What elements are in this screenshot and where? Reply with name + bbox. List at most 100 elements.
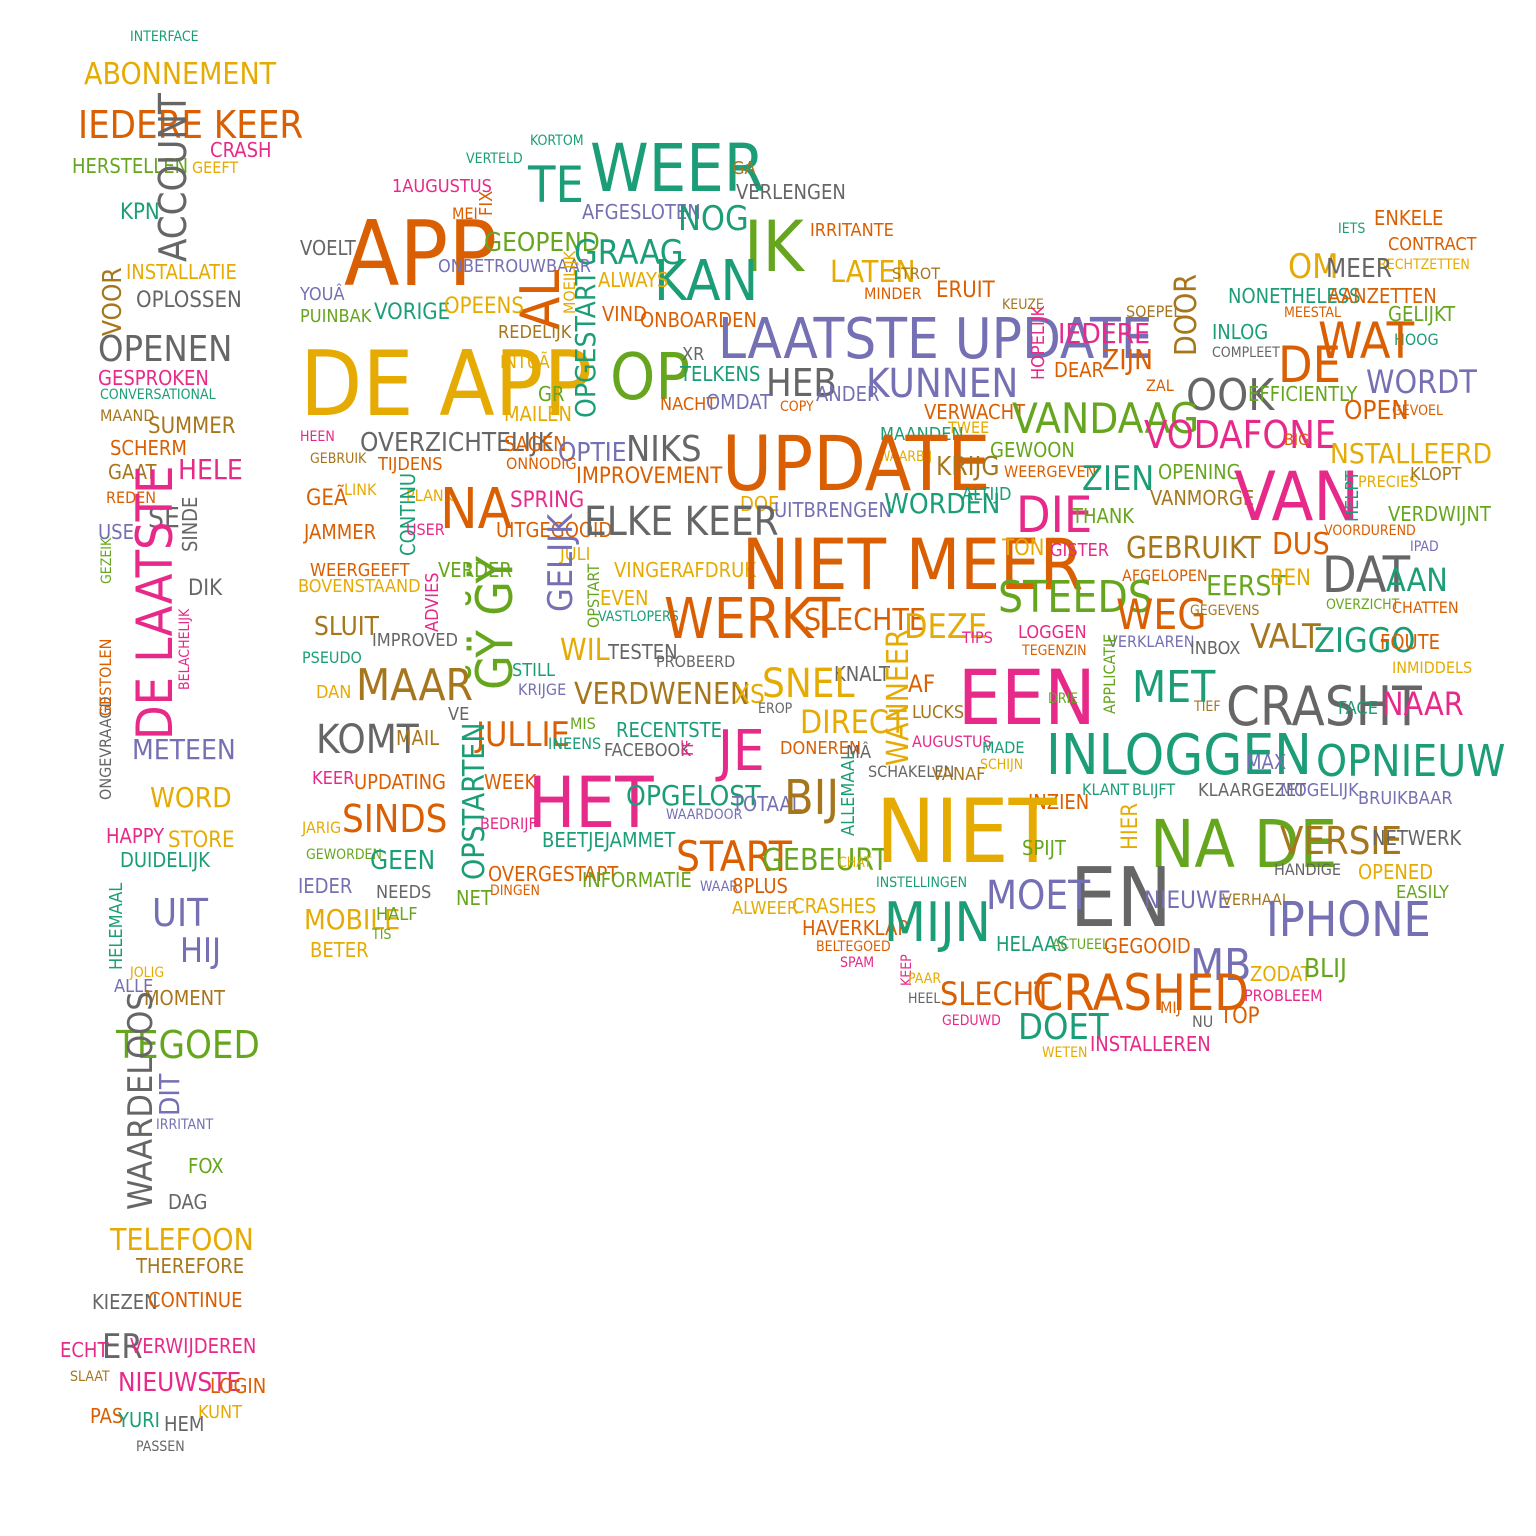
cloud-word: KORTOM <box>530 133 584 149</box>
cloud-word: MB <box>1190 940 1252 991</box>
cloud-word: LINK <box>344 480 377 499</box>
cloud-word: MÂ <box>846 742 872 763</box>
cloud-word: TIEF <box>1194 699 1221 715</box>
cloud-word: EN <box>1070 851 1172 946</box>
cloud-word: FACE <box>1338 698 1378 719</box>
cloud-word: MEESTAL <box>1284 305 1342 321</box>
cloud-word: HELPT <box>1342 470 1363 522</box>
cloud-word: USER <box>406 520 445 539</box>
cloud-word: VOORDUREND <box>1324 523 1416 539</box>
cloud-word: EEN <box>958 653 1096 742</box>
cloud-word: ONNODIG <box>506 454 577 473</box>
cloud-word: HELAAS <box>996 932 1068 956</box>
cloud-word: NIET MEER <box>742 524 1084 606</box>
cloud-word: SE <box>148 501 180 534</box>
cloud-word: ACTUEEL <box>1052 937 1110 953</box>
cloud-word: MIS <box>570 714 596 733</box>
cloud-word: MAAR <box>356 660 474 711</box>
cloud-word: XR <box>682 344 705 365</box>
cloud-word: DIT <box>153 1073 186 1116</box>
cloud-word: IEDER <box>298 874 353 898</box>
cloud-word: WEEK <box>484 770 537 794</box>
cloud-word: KOMT <box>316 717 419 763</box>
cloud-word: IEDERE <box>1058 317 1151 350</box>
cloud-word: WAARDOOR <box>666 807 743 823</box>
cloud-word: AUGUSTUS <box>912 732 992 751</box>
cloud-word: HEM <box>164 1412 205 1436</box>
cloud-word: TWEE <box>948 418 990 437</box>
cloud-word: WETEN <box>1042 1045 1088 1061</box>
cloud-word: DINGEN <box>490 883 540 899</box>
cloud-word: VOOR <box>98 267 128 336</box>
cloud-word: ZAL <box>1146 376 1174 395</box>
cloud-word: SPRING <box>510 488 585 513</box>
cloud-word: AF <box>908 670 936 698</box>
cloud-word: BIJ <box>784 770 840 826</box>
cloud-word: INBOX <box>1190 638 1241 659</box>
cloud-word: HALF <box>376 904 418 925</box>
cloud-word: SLECHT <box>940 975 1052 1013</box>
cloud-word: KLANT <box>1082 780 1130 799</box>
cloud-word: GEVOEL <box>1392 403 1443 419</box>
cloud-word: UPDATE <box>722 419 991 508</box>
cloud-word: HIJ <box>180 931 222 971</box>
cloud-word: LOGGEN <box>1018 622 1087 643</box>
cloud-word: CONTINU <box>396 472 420 556</box>
cloud-word: YOUÂ <box>300 284 345 305</box>
cloud-word: GEGEVENS <box>1190 603 1260 619</box>
cloud-word: CONVERSATIONAL <box>100 387 216 403</box>
cloud-word: MAANDEN <box>880 424 964 445</box>
cloud-word: CONTINUE <box>148 1288 243 1312</box>
cloud-word: HOPELIJK <box>1028 305 1049 380</box>
cloud-word: DIK <box>188 576 223 601</box>
cloud-word: WAAR <box>700 879 739 895</box>
cloud-word: SLECHTE <box>804 603 926 638</box>
cloud-word: GELIJKT <box>1388 302 1456 326</box>
cloud-word: ACCOUNT <box>151 93 195 262</box>
cloud-word: JE <box>718 719 765 784</box>
cloud-word: BIG <box>1284 430 1310 449</box>
cloud-word: ENKELE <box>1374 206 1444 230</box>
cloud-word: EFFICIENTLY <box>1248 382 1358 406</box>
cloud-word: FACEBOOK <box>604 740 691 761</box>
cloud-word: GEZEIK <box>99 537 115 584</box>
cloud-word: WERKT <box>664 587 841 652</box>
cloud-word: XS <box>734 680 765 710</box>
cloud-word: WORDEN <box>884 487 1001 520</box>
cloud-word: MOMENT <box>144 986 226 1010</box>
cloud-word: BELTEGOED <box>816 939 891 955</box>
cloud-word: MAILEN <box>504 402 572 426</box>
cloud-word: MIJ <box>1160 998 1181 1017</box>
cloud-word: DE APP <box>300 332 593 437</box>
cloud-word: IPAD <box>1410 539 1439 555</box>
cloud-word: NETWERK <box>1372 826 1462 850</box>
cloud-word: KLAARGEZET <box>1198 780 1306 801</box>
cloud-word: HET <box>528 762 654 844</box>
cloud-word: NIEUWSTE <box>118 1368 242 1398</box>
cloud-word: NAAR <box>1382 685 1464 723</box>
cloud-word: GELIJK <box>541 513 581 612</box>
cloud-word: MIJN <box>884 891 991 954</box>
cloud-word: SAGEN <box>504 432 567 456</box>
cloud-word: TON <box>1002 536 1045 561</box>
cloud-word: DONEREN <box>780 738 862 759</box>
cloud-word: ZODAT <box>1250 962 1312 986</box>
cloud-word: ERUIT <box>936 278 995 303</box>
cloud-word: DUS <box>1272 527 1330 562</box>
cloud-word: OM <box>1288 247 1339 287</box>
cloud-word: ALWAYS <box>598 268 669 292</box>
cloud-word: REDEN <box>106 488 157 507</box>
cloud-word: OPENEN <box>98 329 233 370</box>
cloud-word: TIJDENS <box>378 454 443 475</box>
cloud-word: KRIJGE <box>518 680 567 699</box>
cloud-word: VERWIJDEREN <box>130 1334 257 1358</box>
cloud-word: INTERFACE <box>130 29 199 45</box>
cloud-word: VE <box>448 704 470 725</box>
cloud-word: HELE <box>178 453 243 486</box>
cloud-word: WAARBIJ <box>878 449 933 465</box>
cloud-word: DAG <box>168 1190 208 1214</box>
cloud-word: WIL <box>560 633 610 668</box>
cloud-word: CHAT <box>838 855 872 871</box>
cloud-word: GEOPEND <box>484 228 600 258</box>
cloud-word: MOGELIJK <box>1280 780 1359 801</box>
